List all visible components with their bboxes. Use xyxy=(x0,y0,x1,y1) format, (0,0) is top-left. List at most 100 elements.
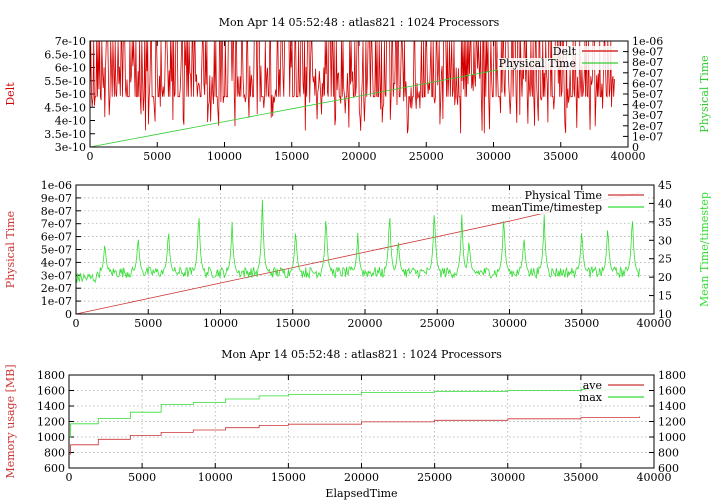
y2-tick-label: 4e-07 xyxy=(632,99,663,112)
y-tick-label: 1400 xyxy=(37,400,65,413)
y2-tick-label: 1e-07 xyxy=(632,130,663,143)
legend-bg xyxy=(585,380,648,392)
x-tick-label: 0 xyxy=(66,471,73,484)
x-tick-label: 20000 xyxy=(344,471,379,484)
y2-tick-label: 9e-07 xyxy=(632,46,663,59)
y-tick-label: 800 xyxy=(44,447,65,460)
y-axis-label: Physical Time xyxy=(4,211,17,288)
x-tick-label: 5000 xyxy=(128,471,156,484)
y-tick-label: 7e-10 xyxy=(55,35,86,48)
y2-tick-label: 20 xyxy=(658,271,672,284)
y-tick-label: 1200 xyxy=(37,416,65,429)
series-line-1 xyxy=(69,416,640,455)
y2-tick-label: 30 xyxy=(658,234,672,247)
legend-label: Delt xyxy=(553,45,577,58)
legend-bg xyxy=(497,58,622,70)
legend-bg xyxy=(553,46,622,58)
y-tick-label: 6.5e-10 xyxy=(44,48,86,61)
y2-tick-label: 0 xyxy=(632,141,639,154)
x-tick-label: 30000 xyxy=(492,317,527,330)
legend-bg xyxy=(498,202,648,214)
y2-tick-label: 10 xyxy=(658,308,672,321)
y2-tick-label: 15 xyxy=(658,290,672,303)
y-tick-label: 1e-06 xyxy=(41,179,72,192)
series-line-1 xyxy=(89,40,615,134)
y2-tick-label: 7e-07 xyxy=(632,67,663,80)
y2-tick-label: 1400 xyxy=(658,400,686,413)
x-tick-label: 15000 xyxy=(271,471,306,484)
x-tick-label: 5000 xyxy=(143,150,171,163)
y2-tick-label: 5e-07 xyxy=(632,88,663,101)
y-tick-label: 5e-10 xyxy=(55,88,86,101)
x-tick-label: 35000 xyxy=(543,150,578,163)
series-line-2 xyxy=(75,199,640,284)
chart-title: Mon Apr 14 05:52:48 : atlas821 : 1024 Pr… xyxy=(219,16,500,29)
x-tick-label: 35000 xyxy=(563,471,598,484)
panel-3: Mon Apr 14 05:52:48 : atlas821 : 1024 Pr… xyxy=(4,348,686,500)
panel-1: Mon Apr 14 05:52:48 : atlas821 : 1024 Pr… xyxy=(4,16,711,163)
legend-bg xyxy=(523,190,648,202)
x-tick-label: 15000 xyxy=(275,317,310,330)
panel-2: 0 5000 10000 15000 20000 25000 30000 35000 40000… xyxy=(4,179,711,330)
y-tick-label: 3e-10 xyxy=(55,141,86,154)
y-tick-label: 1e-07 xyxy=(41,295,72,308)
plot-frame xyxy=(68,374,655,469)
y-tick-label: 3.5e-10 xyxy=(44,128,86,141)
y-axis-label: Memory usage [MB] xyxy=(4,364,17,478)
y2-tick-label: 40 xyxy=(658,197,672,210)
x-tick-label: 0 xyxy=(73,317,80,330)
y2-tick-label: 1600 xyxy=(658,385,686,398)
x-tick-label: 5000 xyxy=(134,317,162,330)
y2-tick-label: 35 xyxy=(658,216,672,229)
y-tick-label: 5e-07 xyxy=(41,244,72,257)
y2-tick-label: 1800 xyxy=(658,369,686,382)
y2-tick-label: 25 xyxy=(658,253,672,266)
x-tick-label: 35000 xyxy=(564,317,599,330)
legend-label: Physical Time xyxy=(525,189,602,202)
x-tick-label: 25000 xyxy=(420,317,455,330)
y-tick-label: 5.5e-10 xyxy=(44,75,86,88)
y-tick-label: 0 xyxy=(65,308,72,321)
y-tick-label: 1000 xyxy=(37,431,65,444)
y-tick-label: 6e-10 xyxy=(55,62,86,75)
y2-tick-label: 800 xyxy=(658,447,679,460)
x-tick-label: 10000 xyxy=(207,150,242,163)
x-tick-label: 30000 xyxy=(490,471,525,484)
y-tick-label: 4.5e-10 xyxy=(44,101,86,114)
x-tick-label: 40000 xyxy=(637,317,672,330)
y2-tick-label: 1200 xyxy=(658,416,686,429)
y-tick-label: 600 xyxy=(44,462,65,475)
y2-tick-label: 2e-07 xyxy=(632,120,663,133)
plot-frame xyxy=(75,184,655,315)
y2-tick-label: 6e-07 xyxy=(632,77,663,90)
y-tick-label: 4e-10 xyxy=(55,115,86,128)
y-tick-label: 8e-07 xyxy=(41,205,72,218)
legend-label: meanTime/timestep xyxy=(491,201,602,214)
y-tick-label: 6e-07 xyxy=(41,231,72,244)
chart-title: Mon Apr 14 05:52:48 : atlas821 : 1024 Pr… xyxy=(221,348,502,361)
plot-frame xyxy=(89,40,629,148)
y2-tick-label: 1e-06 xyxy=(632,35,663,48)
x-tick-label: 20000 xyxy=(342,150,377,163)
y2-axis-label: Physical Time xyxy=(698,55,711,132)
y2-tick-label: 8e-07 xyxy=(632,56,663,69)
y-tick-label: 3e-07 xyxy=(41,269,72,282)
x-tick-label: 15000 xyxy=(274,150,309,163)
y-axis-label: Delt xyxy=(4,82,17,106)
x-tick-label: 30000 xyxy=(476,150,511,163)
x-tick-label: 0 xyxy=(87,150,94,163)
x-tick-label: 20000 xyxy=(348,317,383,330)
series-line-2 xyxy=(69,388,640,438)
y2-tick-label: 3e-07 xyxy=(632,109,663,122)
x-tick-label: 10000 xyxy=(203,317,238,330)
x-tick-label: 25000 xyxy=(417,471,452,484)
y-tick-label: 4e-07 xyxy=(41,256,72,269)
legend-label: ave xyxy=(583,379,602,392)
legend-bg xyxy=(585,392,648,404)
x-tick-label: 25000 xyxy=(409,150,444,163)
y-tick-label: 7e-07 xyxy=(41,218,72,231)
y2-tick-label: 1000 xyxy=(658,431,686,444)
legend-label: max xyxy=(579,391,603,404)
x-tick-label: 40000 xyxy=(637,471,672,484)
